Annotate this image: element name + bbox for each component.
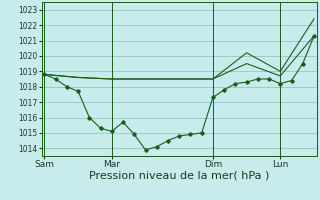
X-axis label: Pression niveau de la mer( hPa ): Pression niveau de la mer( hPa ) [89,171,269,181]
